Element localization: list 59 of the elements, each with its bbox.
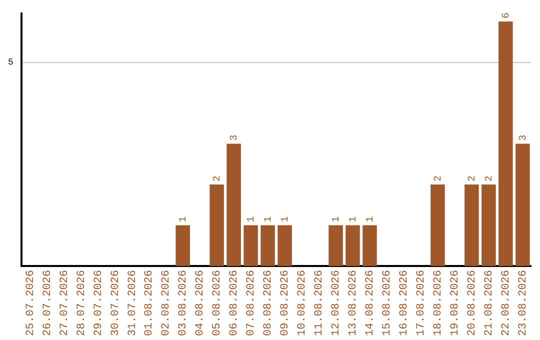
x-tick-label: 06.08.2026 <box>228 270 241 336</box>
bar <box>498 22 513 266</box>
data-label: 3 <box>518 134 530 141</box>
bar <box>328 225 343 266</box>
data-label: 1 <box>331 216 342 222</box>
bar <box>362 225 377 266</box>
x-tick-label: 02.08.2026 <box>160 270 173 336</box>
x-tick-label: 20.08.2026 <box>466 270 479 336</box>
bar <box>430 184 445 266</box>
x-tick-label: 05.08.2026 <box>212 270 224 336</box>
bar <box>176 225 190 266</box>
x-tick-label: 09.08.2026 <box>280 270 292 336</box>
x-tick-label: 22.08.2026 <box>500 270 513 336</box>
x-tick-label: 11.08.2026 <box>314 270 326 336</box>
x-tick-label: 26.07.2026 <box>42 270 54 336</box>
x-tick-label: 25.07.2026 <box>24 270 37 336</box>
bar <box>260 225 275 266</box>
data-label: 1 <box>178 216 190 222</box>
bar <box>278 225 292 266</box>
data-label: 1 <box>365 216 376 222</box>
bar <box>210 184 224 266</box>
bar <box>482 184 496 266</box>
x-tick-label: 01.08.2026 <box>144 270 156 336</box>
bar <box>516 144 530 266</box>
x-tick-label: 18.08.2026 <box>432 270 445 336</box>
bar <box>226 144 241 266</box>
data-label: 2 <box>433 175 444 182</box>
data-label: 3 <box>229 134 240 141</box>
x-tick-label: 07.08.2026 <box>246 270 258 336</box>
x-tick-label: 16.08.2026 <box>398 270 411 336</box>
bar <box>244 225 258 266</box>
bar <box>346 225 360 266</box>
x-tick-label: 03.08.2026 <box>178 270 190 336</box>
x-tick-label: 19.08.2026 <box>450 270 462 336</box>
x-tick-label: 15.08.2026 <box>382 270 394 336</box>
data-label: 1 <box>280 216 292 222</box>
x-tick-label: 21.08.2026 <box>484 270 496 336</box>
x-tick-label: 04.08.2026 <box>194 270 207 336</box>
x-tick-label: 29.07.2026 <box>92 270 105 336</box>
data-label: 2 <box>484 175 496 182</box>
x-tick-label: 08.08.2026 <box>262 270 275 336</box>
data-label: 1 <box>246 216 258 222</box>
data-label: 2 <box>467 175 478 182</box>
x-tick-label: 10.08.2026 <box>296 270 309 336</box>
data-label: 1 <box>348 216 360 222</box>
x-tick-label: 27.07.2026 <box>58 270 71 336</box>
x-tick-label: 13.08.2026 <box>348 270 360 336</box>
y-tick-label: 5 <box>8 58 14 68</box>
x-tick-label: 30.07.2026 <box>110 270 122 336</box>
x-tick-label: 23.08.2026 <box>518 270 530 336</box>
data-label: 1 <box>263 216 274 222</box>
bar <box>464 184 479 266</box>
x-tick-label: 12.08.2026 <box>330 270 343 336</box>
x-tick-label: 31.07.2026 <box>126 270 139 336</box>
x-tick-label: 28.07.2026 <box>76 270 88 336</box>
data-label: 2 <box>212 175 224 182</box>
data-label: 6 <box>501 12 512 19</box>
x-tick-label: 17.08.2026 <box>416 270 428 336</box>
x-tick-label: 14.08.2026 <box>364 270 377 336</box>
